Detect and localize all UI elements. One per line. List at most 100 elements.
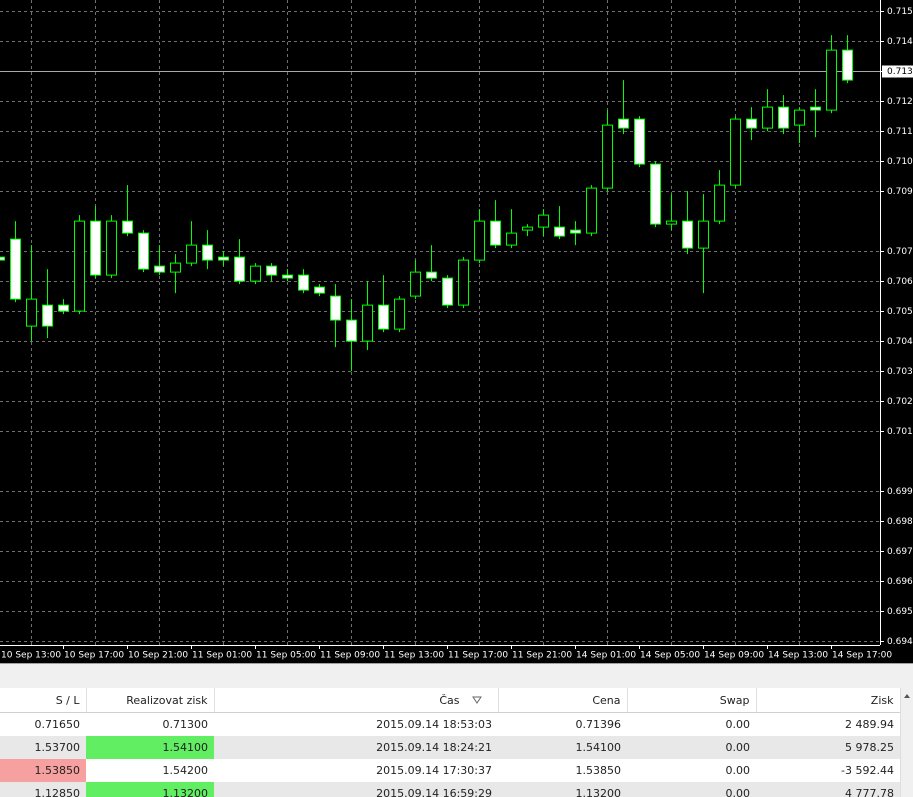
candle-body <box>10 238 21 300</box>
column-header-label: Cena <box>592 693 621 707</box>
candle-body <box>538 214 549 228</box>
table-row[interactable]: 1.53700 1.54100 2015.09.14 18:24:21 1.54100… <box>0 736 900 759</box>
candle-body <box>698 220 709 249</box>
candle-body <box>122 220 133 234</box>
candle-body <box>618 118 629 129</box>
column-header-label: Zisk <box>870 693 894 707</box>
candle-body <box>554 226 565 237</box>
candle-body <box>458 259 469 306</box>
candle-body <box>202 244 213 261</box>
y-tick-label: 0.702 <box>887 397 913 407</box>
table-cell: 2 489.94 <box>845 718 894 731</box>
candle-body <box>602 124 613 189</box>
y-tick-label: 0.714 <box>887 37 913 47</box>
candle-body <box>186 244 197 264</box>
y-tick-label: 0.695 <box>887 607 913 617</box>
column-header[interactable]: S / L <box>0 688 87 713</box>
candle-body <box>778 106 789 129</box>
table-row[interactable]: 1.53850 1.54200 2015.09.14 17:30:37 1.53850… <box>0 759 900 782</box>
candle-body <box>154 265 165 273</box>
candle-body <box>810 106 821 111</box>
candle-body <box>826 49 837 111</box>
x-tick-label: 11 Sep 05:00 <box>256 651 316 661</box>
column-header[interactable]: Zisk <box>756 688 900 713</box>
candle-body <box>42 304 53 327</box>
header-row: S / L Realizovat zisk Čas Cena Swap Zisk <box>0 688 900 713</box>
candle-body <box>794 109 805 126</box>
candle-body <box>218 256 229 261</box>
x-tick-label: 11 Sep 21:00 <box>512 651 572 661</box>
table-cell: 4 777.78 <box>756 782 900 797</box>
column-header[interactable]: Cena <box>498 688 628 713</box>
y-tick-label: 0.707 <box>887 247 913 257</box>
y-tick-label: 0.694 <box>887 637 913 647</box>
x-tick-label: 14 Sep 09:00 <box>704 651 764 661</box>
candle-body <box>442 277 453 306</box>
table-row[interactable]: 0.71650 0.71300 2015.09.14 18:53:03 0.71396… <box>0 713 900 737</box>
candle-body <box>522 226 533 231</box>
candle-body <box>490 220 501 246</box>
column-header[interactable]: Swap <box>627 688 757 713</box>
column-header[interactable]: Realizovat zisk <box>86 688 215 713</box>
candle-body <box>666 220 677 225</box>
table-cell: 1.53700 <box>0 736 86 759</box>
candle-body <box>410 271 421 297</box>
x-tick-label: 10 Sep 13:00 <box>1 651 61 661</box>
candle-body <box>650 163 661 225</box>
candle-body <box>234 256 245 282</box>
y-tick-label: 0.710 <box>887 157 913 167</box>
table-cell: 1.12850 <box>0 782 86 797</box>
candle-body <box>506 232 517 246</box>
candle-body <box>426 271 437 279</box>
candle-body <box>634 118 645 165</box>
column-header-label: Čas <box>439 693 460 707</box>
x-tick-label: 11 Sep 09:00 <box>320 651 380 661</box>
column-header-label: Realizovat zisk <box>126 693 208 707</box>
x-tick-label: 14 Sep 17:00 <box>832 651 892 661</box>
y-tick-label: 0.709 <box>887 187 913 197</box>
candle-body <box>0 256 5 261</box>
x-tick-label: 11 Sep 13:00 <box>384 651 444 661</box>
column-header-label: Swap <box>719 693 750 707</box>
candle-body <box>138 232 149 270</box>
table-cell: 0.00 <box>725 718 751 731</box>
scroll-up-arrow[interactable] <box>901 689 913 703</box>
table-cell: -3 592.44 <box>841 764 894 777</box>
table-cell: 1.53850 <box>0 759 86 782</box>
candle-body <box>58 304 69 312</box>
table-cell: 2015.09.14 17:30:37 <box>376 764 492 777</box>
current-price-label: 0.713 <box>887 67 913 77</box>
candle-body <box>842 49 853 81</box>
candle-body <box>106 220 117 276</box>
table-cell: 1.54100 <box>86 736 214 759</box>
table-cell: 2015.09.14 18:53:03 <box>376 718 492 731</box>
candle-body <box>314 286 325 294</box>
y-tick-label: 0.697 <box>887 547 913 557</box>
candle-body <box>90 220 101 276</box>
candle-body <box>730 118 741 186</box>
candle-body <box>346 319 357 342</box>
table-cell: 0.71396 <box>575 718 622 731</box>
candle-body <box>330 295 341 321</box>
candle-body <box>250 265 261 282</box>
candle-body <box>266 265 277 276</box>
current-price-box <box>882 65 913 78</box>
x-tick-label: 10 Sep 17:00 <box>64 651 124 661</box>
price-chart: 0.715 0.714 0.713 0.712 0.711 0.710 0.709 0.707… <box>0 0 913 663</box>
x-tick-label: 11 Sep 01:00 <box>192 651 252 661</box>
table-cell: 2015.09.14 16:59:29 <box>214 782 498 797</box>
candle-body <box>362 304 373 342</box>
column-header[interactable]: Čas <box>214 688 499 713</box>
tab-strip <box>0 663 913 688</box>
y-tick-label: 0.706 <box>887 277 913 287</box>
scrollbar[interactable] <box>900 688 913 797</box>
y-tick-label: 0.699 <box>887 487 913 497</box>
y-tick-label: 0.696 <box>887 577 913 587</box>
table-cell: 2015.09.14 18:24:21 <box>214 736 498 759</box>
column-header-label: S / L <box>55 693 80 707</box>
candle-body <box>378 304 389 330</box>
candle-body <box>298 274 309 291</box>
table-row[interactable]: 1.12850 1.13200 2015.09.14 16:59:29 1.13200… <box>0 782 900 797</box>
y-tick-label: 0.704 <box>887 337 913 347</box>
